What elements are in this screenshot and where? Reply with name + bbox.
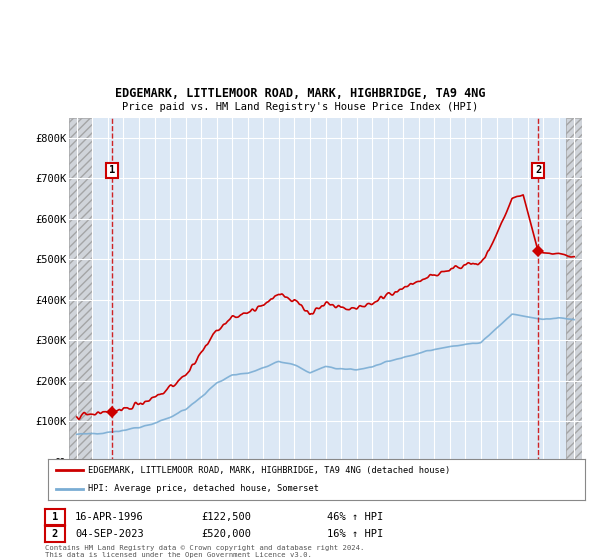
- Bar: [566, 118, 582, 462]
- Text: Price paid vs. HM Land Registry's House Price Index (HPI): Price paid vs. HM Land Registry's House …: [122, 102, 478, 112]
- Text: 2: 2: [535, 165, 541, 175]
- Text: 04-SEP-2023: 04-SEP-2023: [75, 529, 144, 539]
- Text: 1: 1: [52, 512, 58, 522]
- Text: EDGEMARK, LITTLEMOOR ROAD, MARK, HIGHBRIDGE, TA9 4NG: EDGEMARK, LITTLEMOOR ROAD, MARK, HIGHBRI…: [115, 87, 485, 100]
- Text: 2: 2: [52, 529, 58, 539]
- Bar: [69, 118, 92, 462]
- Bar: [566, 118, 582, 462]
- Text: HPI: Average price, detached house, Somerset: HPI: Average price, detached house, Some…: [88, 484, 319, 493]
- Text: 16% ↑ HPI: 16% ↑ HPI: [327, 529, 383, 539]
- Bar: [69, 118, 92, 462]
- Text: £122,500: £122,500: [201, 512, 251, 522]
- Text: £520,000: £520,000: [201, 529, 251, 539]
- Text: EDGEMARK, LITTLEMOOR ROAD, MARK, HIGHBRIDGE, TA9 4NG (detached house): EDGEMARK, LITTLEMOOR ROAD, MARK, HIGHBRI…: [88, 465, 451, 474]
- Text: 16-APR-1996: 16-APR-1996: [75, 512, 144, 522]
- Text: 1: 1: [109, 165, 115, 175]
- Text: Contains HM Land Registry data © Crown copyright and database right 2024.
This d: Contains HM Land Registry data © Crown c…: [45, 545, 364, 558]
- Text: 46% ↑ HPI: 46% ↑ HPI: [327, 512, 383, 522]
